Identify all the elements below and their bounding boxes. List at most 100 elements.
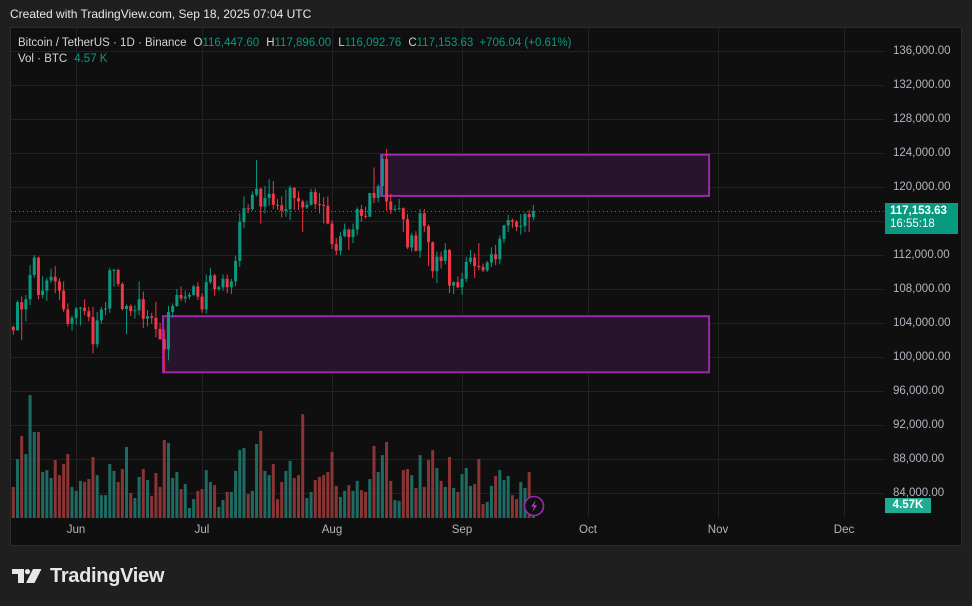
candle-body xyxy=(519,226,523,228)
candle xyxy=(498,235,502,265)
candle-body xyxy=(129,306,133,312)
symbol-title[interactable]: Bitcoin / TetherUS · 1D · Binance xyxy=(18,37,187,49)
chart-plot-area[interactable] xyxy=(11,28,884,518)
volume-bar xyxy=(309,491,313,518)
volume-bar xyxy=(322,475,326,518)
candle xyxy=(104,301,108,316)
volume-bar xyxy=(104,495,108,518)
volume-bar xyxy=(255,444,259,518)
candle-wick xyxy=(151,312,153,324)
candle xyxy=(410,232,414,252)
candle-wick xyxy=(302,199,304,233)
volume-bar xyxy=(66,454,70,518)
volume-bar xyxy=(288,460,292,518)
candle-wick xyxy=(398,198,400,210)
volume-bar xyxy=(229,491,233,518)
candle-wick xyxy=(84,299,86,316)
candle-body xyxy=(225,278,229,288)
candle xyxy=(221,274,225,291)
volume-bar xyxy=(217,506,221,518)
volume-bar xyxy=(62,464,66,518)
candle-body xyxy=(53,276,57,282)
candle xyxy=(485,260,489,272)
candle xyxy=(204,274,208,314)
candle xyxy=(141,291,145,329)
volume-bar xyxy=(376,471,380,518)
candle-body xyxy=(456,282,460,288)
volume-bar xyxy=(187,508,191,518)
candle-body xyxy=(439,256,443,261)
candle-body xyxy=(166,311,170,350)
candle xyxy=(45,277,49,301)
candle xyxy=(477,243,481,271)
candle-body xyxy=(406,219,410,248)
candle-body xyxy=(196,286,200,297)
tradingview-logo[interactable]: TradingView xyxy=(12,565,164,587)
volume-bar xyxy=(267,475,271,518)
volume-value: 4.57 K xyxy=(74,53,108,65)
candle xyxy=(284,189,288,217)
candle xyxy=(431,241,435,278)
candle-body xyxy=(364,215,368,217)
candle xyxy=(11,325,15,335)
volume-bar xyxy=(108,464,112,518)
volume-bar xyxy=(45,470,49,518)
candle-body xyxy=(36,257,40,295)
candle xyxy=(242,196,246,228)
candle-body xyxy=(221,278,225,288)
open-label: O xyxy=(193,37,203,49)
candle xyxy=(57,277,61,301)
volume-bar xyxy=(385,441,389,518)
open-value: 116,447.60 xyxy=(202,37,260,49)
candle xyxy=(91,306,95,354)
candle xyxy=(263,186,267,214)
volume-bar xyxy=(389,480,393,518)
candle-body xyxy=(385,158,389,202)
candle-wick xyxy=(511,218,513,228)
candle-wick xyxy=(469,249,471,265)
candle-wick xyxy=(50,268,52,284)
low-label: L xyxy=(338,37,345,49)
volume-bar xyxy=(334,485,338,518)
candle-wick xyxy=(180,286,182,301)
volume-bar xyxy=(83,481,87,518)
volume-bar xyxy=(11,486,15,518)
candle-body xyxy=(91,317,95,345)
volume-bar xyxy=(200,489,204,518)
candle-body xyxy=(242,208,246,222)
candle-body xyxy=(229,281,233,288)
candle-body xyxy=(376,186,380,199)
candle-body xyxy=(154,317,158,329)
candle-body xyxy=(473,257,477,267)
candle-body xyxy=(208,275,212,283)
volume-title[interactable]: Vol · BTC xyxy=(18,53,68,65)
volume-bar xyxy=(95,475,99,518)
volume-bar xyxy=(225,491,229,518)
candle-body xyxy=(74,308,78,318)
candle-body xyxy=(489,254,493,263)
candle xyxy=(439,251,443,269)
volume-bar xyxy=(452,488,456,518)
tradingview-logo-icon xyxy=(12,568,42,583)
candle-body xyxy=(531,211,535,218)
volume-bar xyxy=(313,480,317,518)
volume-bar xyxy=(74,490,78,518)
time-axis[interactable] xyxy=(11,518,961,545)
lightning-icon xyxy=(523,495,545,517)
candle xyxy=(32,255,36,278)
high-label: H xyxy=(266,37,275,49)
volume-bar xyxy=(133,498,137,518)
low-value: 116,092.76 xyxy=(344,37,402,49)
candle xyxy=(116,268,120,287)
candle-body xyxy=(422,213,426,227)
price-axis[interactable] xyxy=(884,28,961,518)
volume-bar xyxy=(498,470,502,518)
candle xyxy=(288,185,292,221)
volume-bar xyxy=(78,480,82,518)
event-marker-button[interactable] xyxy=(523,495,545,517)
candle-body xyxy=(494,254,498,260)
candle-body xyxy=(414,235,418,251)
volume-bar xyxy=(238,450,242,518)
candle xyxy=(129,304,133,317)
candle xyxy=(87,306,91,322)
